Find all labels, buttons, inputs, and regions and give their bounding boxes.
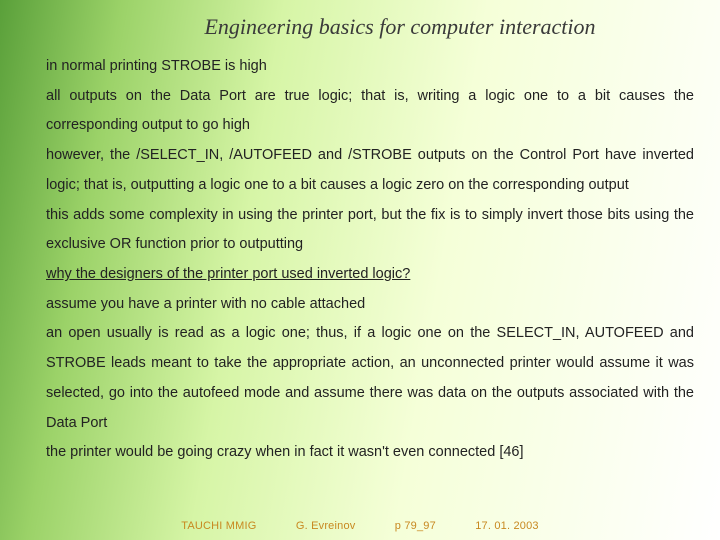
para-2: all outputs on the Data Port are true lo… <box>46 82 694 141</box>
footer-author: G. Evreinov <box>296 520 356 532</box>
para-8: the printer would be going crazy when in… <box>46 438 694 468</box>
footer-org: TAUCHI MMIG <box>181 520 256 532</box>
para-3: however, the /SELECT_IN, /AUTOFEED and /… <box>46 141 694 200</box>
para-7: an open usually is read as a logic one; … <box>46 319 694 438</box>
para-1: in normal printing STROBE is high <box>46 52 694 82</box>
underlined-question: why the designers of the printer port us… <box>46 266 410 282</box>
para-5-underlined: why the designers of the printer port us… <box>46 260 694 290</box>
slide-title: Engineering basics for computer interact… <box>46 14 694 40</box>
para-4: this adds some complexity in using the p… <box>46 201 694 260</box>
footer-page: p 79_97 <box>395 520 436 532</box>
slide-body: in normal printing STROBE is high all ou… <box>46 52 694 468</box>
slide-container: Engineering basics for computer interact… <box>0 0 720 540</box>
para-6: assume you have a printer with no cable … <box>46 290 694 320</box>
slide-footer: TAUCHI MMIG G. Evreinov p 79_97 17. 01. … <box>0 520 720 532</box>
footer-date: 17. 01. 2003 <box>475 520 539 532</box>
